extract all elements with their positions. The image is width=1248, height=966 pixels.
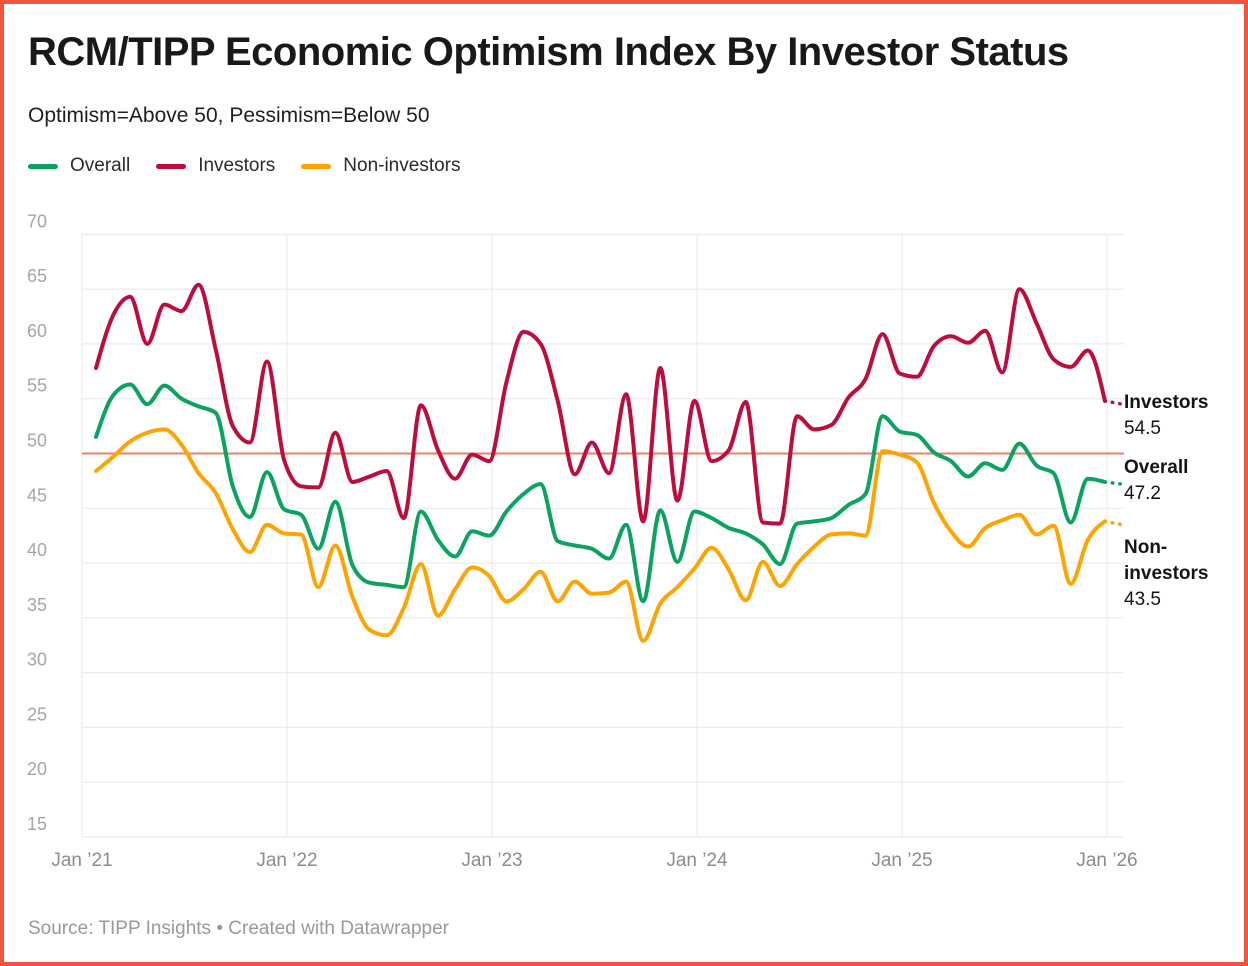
x-tick-label: Jan ’25 (871, 850, 932, 871)
end-value-connectors (1103, 399, 1124, 527)
legend-item-non-investors: Non-investors (301, 155, 461, 177)
series-end-name: Investors (1124, 392, 1209, 413)
x-tick-label: Jan ’26 (1076, 850, 1137, 871)
series-end-value: 54.5 (1124, 418, 1161, 439)
legend-item-investors: Investors (156, 155, 275, 177)
legend-label: Non-investors (343, 155, 461, 176)
end-connector-overall (1103, 480, 1124, 486)
x-tick-label: Jan ’23 (461, 850, 522, 871)
y-axis-labels: 70 65 60 55 50 45 40 35 30 25 20 15 (27, 211, 47, 834)
y-tick-label: 15 (27, 814, 47, 834)
legend-label: Overall (70, 155, 131, 176)
page-title: RCM/TIPP Economic Optimism Index By Inve… (28, 30, 1069, 74)
legend-label: Investors (198, 155, 276, 176)
line-overall (94, 382, 1107, 604)
series-end-label-investors: Investors 54.5 (1124, 390, 1236, 442)
series-end-label-non-investors: Non-investors 43.5 (1124, 535, 1236, 613)
y-tick-label: 45 (27, 485, 47, 505)
series-lines (94, 282, 1107, 643)
series-end-name: Non-investors (1124, 537, 1209, 584)
x-tick-label: Jan ’24 (666, 850, 728, 871)
y-tick-label: 25 (27, 704, 47, 724)
y-tick-label: 65 (27, 266, 47, 286)
end-connector-investors (1103, 399, 1124, 406)
y-tick-label: 40 (27, 540, 47, 560)
y-tick-label: 70 (27, 211, 47, 231)
y-tick-label: 35 (27, 595, 47, 615)
x-tick-label: Jan ’22 (256, 850, 317, 871)
line-non-investors (94, 427, 1107, 643)
x-tick-label: Jan ’21 (51, 850, 112, 871)
series-end-name: Overall (1124, 457, 1189, 478)
series-end-label-overall: Overall 47.2 (1124, 455, 1236, 507)
x-axis-labels: Jan ’21 Jan ’22 Jan ’23 Jan ’24 Jan ’25 Jan ’… (51, 850, 1137, 871)
y-tick-label: 30 (27, 650, 47, 670)
y-tick-label: 60 (27, 321, 47, 341)
series-end-value: 47.2 (1124, 483, 1161, 504)
line-investors (94, 282, 1107, 526)
legend-item-overall: Overall (28, 155, 130, 177)
y-tick-label: 55 (27, 376, 47, 396)
legend: Overall Investors Non-investors (28, 155, 461, 177)
series-end-value: 43.5 (1124, 589, 1161, 610)
chart-subtitle: Optimism=Above 50, Pessimism=Below 50 (28, 104, 430, 127)
non-investors-line-swatch-icon (301, 163, 332, 169)
overall-line-swatch-icon (28, 163, 58, 169)
gridlines (81, 233, 1124, 838)
y-tick-label: 20 (27, 759, 47, 779)
y-tick-label: 50 (27, 431, 47, 451)
source-attribution: Source: TIPP Insights • Created with Dat… (28, 918, 449, 939)
investors-line-swatch-icon (156, 163, 187, 169)
end-connector-non-investors (1103, 519, 1124, 527)
